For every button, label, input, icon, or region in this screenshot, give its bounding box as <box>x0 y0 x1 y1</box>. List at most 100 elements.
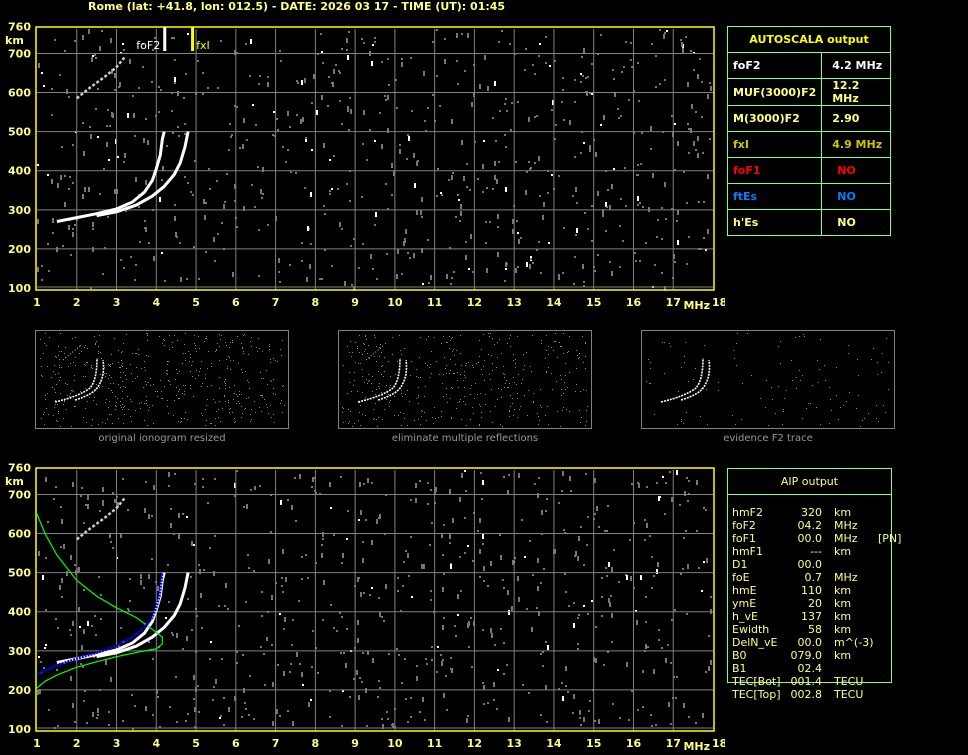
y-tick-label: 600 <box>8 528 31 541</box>
noise-dot <box>226 359 227 360</box>
noise-dot <box>533 401 534 402</box>
noise-echo <box>191 629 193 631</box>
x-tick-label: 16 <box>626 296 642 309</box>
noise-echo <box>261 197 263 199</box>
noise-echo <box>422 283 424 285</box>
noise-echo <box>421 197 423 202</box>
noise-echo <box>642 706 644 708</box>
noise-echo <box>505 98 507 100</box>
noise-echo <box>540 714 542 716</box>
noise-dot <box>379 347 380 348</box>
noise-dot <box>421 416 422 417</box>
noise-echo <box>437 168 439 170</box>
noise-dot <box>446 365 447 366</box>
noise-echo <box>363 483 365 485</box>
noise-dot <box>207 386 208 387</box>
noise-echo <box>184 133 186 135</box>
noise-dot <box>458 387 459 388</box>
noise-echo <box>291 505 293 510</box>
autoscala-table: AUTOSCALA output foF2 4.2 MHz MUF(3000)F2 1… <box>726 26 891 236</box>
noise-echo <box>284 617 286 622</box>
noise-dot <box>583 389 584 390</box>
noise-echo <box>709 138 711 140</box>
noise-echo <box>278 258 280 263</box>
noise-echo <box>250 39 252 44</box>
noise-dot <box>180 422 181 423</box>
noise-echo <box>496 708 498 710</box>
aip-unit <box>834 558 878 571</box>
noise-echo <box>653 575 655 577</box>
noise-echo <box>327 105 329 107</box>
noise-echo <box>346 49 348 51</box>
noise-echo <box>202 72 204 74</box>
noise-echo <box>220 715 222 717</box>
noise-echo <box>652 173 654 178</box>
aip-unit: MHz <box>834 519 858 532</box>
noise-echo <box>645 596 647 598</box>
noise-echo <box>703 201 705 203</box>
noise-echo <box>687 82 689 87</box>
noise-echo <box>246 504 248 509</box>
noise-dot <box>429 367 430 368</box>
noise-dot <box>126 379 127 380</box>
noise-echo <box>618 581 620 583</box>
noise-dot <box>238 401 239 402</box>
noise-dot <box>497 399 498 400</box>
noise-echo <box>283 671 285 676</box>
noise-dot <box>112 392 113 393</box>
noise-echo <box>175 676 177 678</box>
noise-echo <box>703 507 705 509</box>
top-ionogram: 1 2 3 4 5 6 7 8 9 10 11 12 13 14 15 16 17 18MHz7607006005… <box>5 21 725 312</box>
noise-dot <box>192 361 193 362</box>
noise-echo <box>583 142 585 144</box>
noise-echo <box>403 561 405 563</box>
noise-echo <box>455 635 457 637</box>
noise-echo <box>471 102 473 107</box>
noise-dot <box>422 411 423 412</box>
noise-dot <box>123 386 124 387</box>
noise-echo <box>589 700 591 702</box>
noise-dot <box>464 387 465 388</box>
noise-dot <box>364 344 365 345</box>
noise-dot <box>577 355 578 356</box>
noise-echo <box>103 168 105 170</box>
noise-dot <box>401 393 402 394</box>
noise-dot <box>123 372 124 373</box>
fitted-trace <box>36 572 164 676</box>
noise-dot <box>210 423 211 424</box>
noise-dot <box>585 343 586 344</box>
noise-dot <box>85 408 86 409</box>
noise-echo <box>174 216 176 221</box>
noise-echo <box>555 124 557 126</box>
noise-echo <box>341 725 343 727</box>
marker-label: foF2 <box>136 39 160 52</box>
noise-dot <box>273 379 274 380</box>
noise-dot <box>379 388 380 389</box>
noise-echo <box>431 646 433 648</box>
noise-dot <box>381 366 382 367</box>
noise-echo <box>329 190 331 192</box>
noise-dot <box>55 356 56 357</box>
noise-echo <box>463 176 465 181</box>
noise-dot <box>163 339 164 340</box>
noise-echo <box>436 195 438 197</box>
noise-dot <box>684 362 685 363</box>
noise-echo <box>697 136 699 141</box>
noise-echo <box>506 263 508 265</box>
noise-echo <box>687 564 689 569</box>
noise-dot <box>394 396 395 397</box>
noise-dot <box>54 389 55 390</box>
noise-dot <box>362 392 363 393</box>
noise-echo <box>209 658 211 660</box>
noise-echo <box>594 513 596 515</box>
noise-dot <box>200 368 201 369</box>
noise-echo <box>335 64 337 66</box>
noise-dot <box>466 363 467 364</box>
noise-echo <box>455 216 457 218</box>
param-name: fxI <box>726 131 823 158</box>
noise-echo <box>382 724 384 729</box>
noise-echo <box>572 195 574 197</box>
noise-echo <box>449 534 451 539</box>
noise-echo <box>515 161 517 163</box>
noise-dot <box>838 419 839 420</box>
